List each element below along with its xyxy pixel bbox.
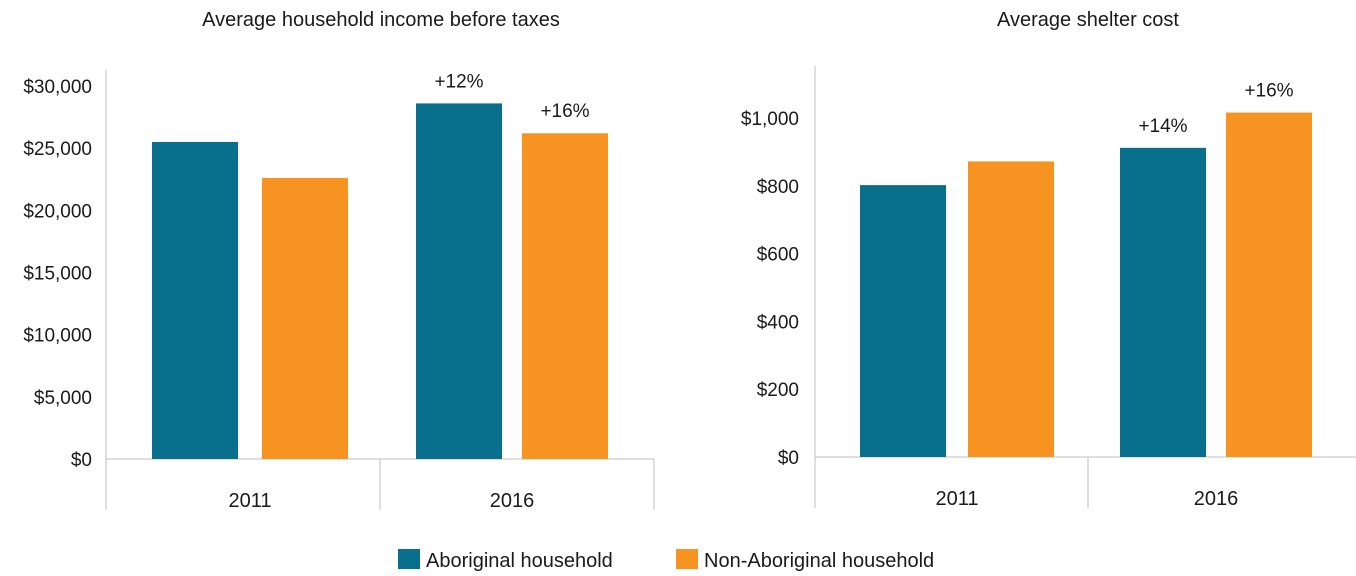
income-chart-title: Average household income before taxes: [202, 9, 560, 31]
legend: Aboriginal household Non-Aboriginal hous…: [398, 549, 934, 572]
shelter-y-tick-label: $1,000: [741, 109, 799, 130]
shelter-y-tick-label: $400: [757, 312, 799, 333]
income-y-tick-label: $15,000: [23, 264, 92, 285]
legend-label-aboriginal: Aboriginal household: [426, 550, 613, 572]
shelter-y-tick-label: $800: [757, 177, 799, 198]
income-bar-aboriginal-2016: [416, 103, 502, 459]
shelter-bar-aboriginal-2011: [860, 185, 946, 457]
income-y-tick-label: $10,000: [23, 326, 92, 347]
income-y-tick-label: $25,000: [23, 139, 92, 160]
income-data-label-aboriginal-2016: +12%: [434, 71, 483, 92]
income-chart: Average household income before taxes $0…: [23, 9, 655, 512]
income-category-label: 2011: [228, 490, 271, 512]
income-y-tick-label: $5,000: [34, 388, 92, 409]
income-bar-aboriginal-2011: [152, 141, 238, 459]
shelter-y-tick-label: $200: [757, 380, 799, 401]
shelter-chart-plot: $0 $200 $400 $600 $800 $1,000 +14% +16% 2011 2016: [741, 66, 1356, 510]
income-bar-non-aboriginal-2011: [262, 178, 348, 460]
shelter-category-label: 2011: [935, 488, 978, 510]
income-data-label-non-aboriginal-2016: +16%: [540, 101, 589, 122]
shelter-y-tick-label: $600: [757, 245, 799, 266]
shelter-y-tick-label: $0: [778, 448, 799, 469]
shelter-category-label: 2016: [1194, 488, 1239, 510]
shelter-bar-non-aboriginal-2016: [1226, 112, 1312, 458]
shelter-data-label-non-aboriginal-2016: +16%: [1244, 81, 1293, 102]
shelter-bar-aboriginal-2016: [1120, 147, 1206, 457]
income-y-tick-label: $20,000: [23, 201, 92, 222]
income-y-tick-label: $30,000: [23, 77, 92, 98]
income-y-tick-label: $0: [71, 450, 92, 471]
income-category-label: 2016: [490, 490, 535, 512]
shelter-bar-non-aboriginal-2011: [968, 161, 1054, 457]
income-chart-plot: $0 $5,000 $10,000 $15,000 $20,000 $25,000 $30,…: [23, 70, 655, 512]
legend-swatch-non-aboriginal: [676, 549, 698, 569]
income-bar-non-aboriginal-2016: [522, 133, 608, 459]
shelter-chart: Average shelter cost $0$200$400$600$800$…: [741, 9, 1356, 510]
shelter-chart-title: Average shelter cost: [997, 9, 1179, 31]
shelter-data-label-aboriginal-2016: +14%: [1138, 116, 1187, 137]
legend-swatch-aboriginal: [398, 549, 420, 569]
legend-label-non-aboriginal: Non-Aboriginal household: [704, 550, 934, 572]
